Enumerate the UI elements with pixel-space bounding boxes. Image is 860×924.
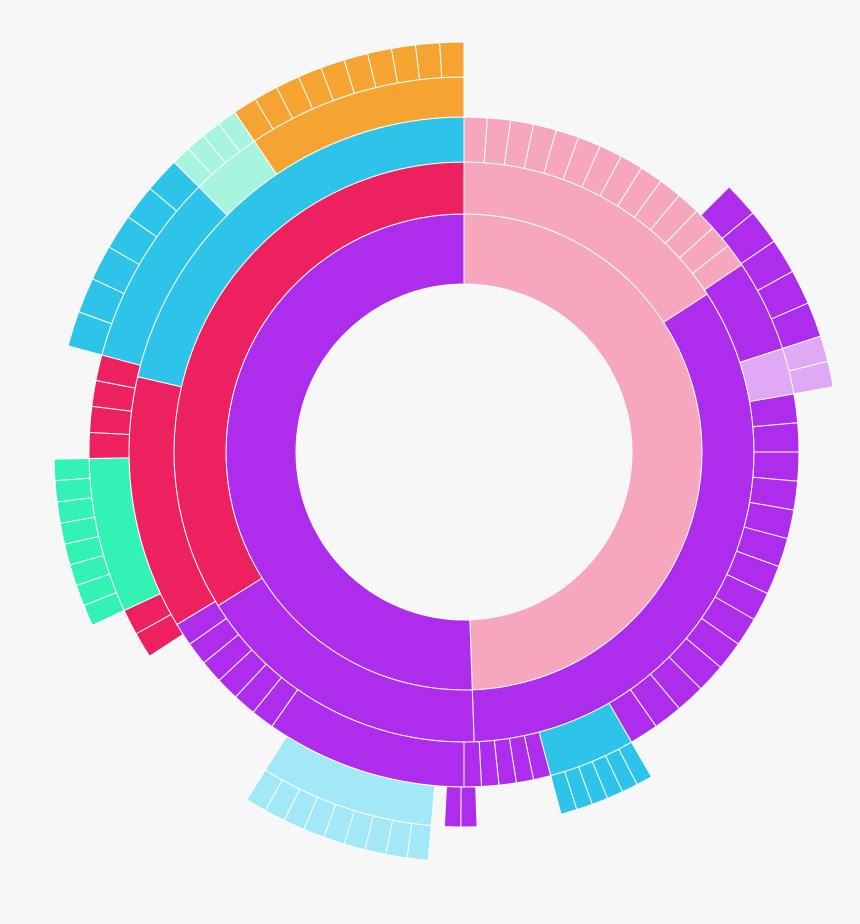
sunburst-segment: [752, 422, 800, 453]
sunburst-segment: [550, 770, 578, 815]
sunburst-segment: [463, 741, 483, 788]
sunburst-segment: [460, 786, 478, 828]
sunburst-segment: [88, 431, 130, 460]
sunburst-segment: [439, 41, 465, 79]
sunburst-segment: [463, 116, 488, 164]
sunburst-segment: [54, 477, 93, 503]
sunburst-segment: [752, 451, 800, 482]
sunburst-segment: [53, 458, 91, 482]
sunburst-segment: [443, 786, 462, 828]
sunburst-segment: [246, 769, 283, 812]
sunburst-segment: [414, 42, 443, 81]
sunburst-segment: [788, 360, 834, 395]
